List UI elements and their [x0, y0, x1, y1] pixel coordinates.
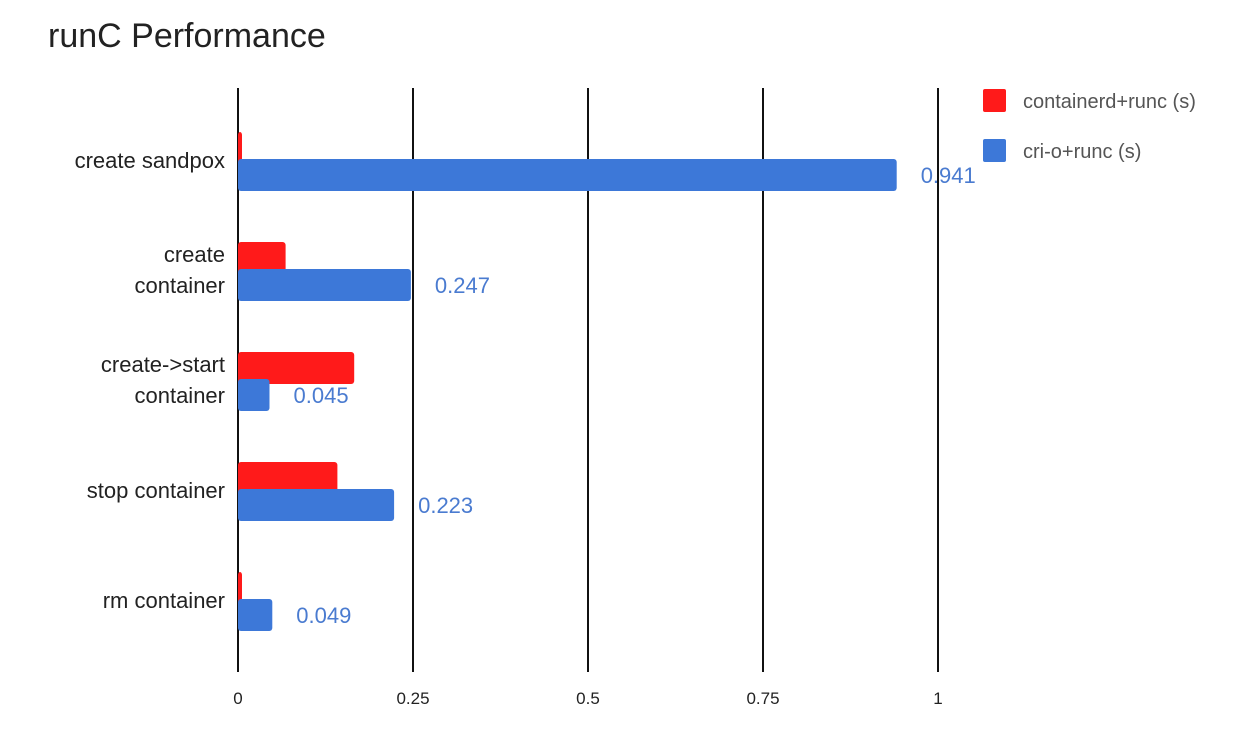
bar-containerd: [238, 462, 338, 494]
legend-swatch: [983, 89, 1006, 112]
category-label: container: [134, 383, 225, 408]
bar-containerd: [238, 352, 355, 384]
category-label: container: [134, 273, 225, 298]
bar-containerd: [238, 572, 242, 604]
x-tick-labels: 0 0.25 0.5 0.75 1: [233, 689, 942, 708]
bar-crio: [238, 269, 411, 301]
bar-crio: [238, 489, 395, 521]
bar-crio: [238, 599, 273, 631]
x-tick-label: 0.25: [396, 689, 429, 708]
x-tick-label: 0.5: [576, 689, 600, 708]
x-tick-label: 0: [233, 689, 242, 708]
bar-containerd: [238, 242, 286, 274]
bars: [238, 132, 897, 631]
data-label: 0.941: [921, 163, 976, 188]
bar-crio: [238, 159, 897, 191]
category-label: create sandpox: [75, 148, 225, 173]
data-label: 0.045: [294, 383, 349, 408]
legend-label: containerd+runc (s): [1023, 91, 1196, 113]
category-label: create: [164, 242, 225, 267]
category-label: create->start: [101, 352, 225, 377]
bar-containerd: [238, 132, 242, 164]
category-label: stop container: [87, 478, 225, 503]
data-label: 0.049: [296, 603, 351, 628]
data-labels: 0.941 0.247 0.045 0.223 0.049: [294, 163, 976, 628]
legend-label: cri-o+runc (s): [1023, 141, 1141, 163]
data-label: 0.223: [418, 493, 473, 518]
category-labels: create sandpox create container create->sta…: [75, 148, 225, 613]
chart-title: runC Performance: [48, 17, 326, 55]
x-tick-label: 0.75: [746, 689, 779, 708]
data-label: 0.247: [435, 273, 490, 298]
legend-swatch: [983, 139, 1006, 162]
legend: containerd+runc (s) cri-o+runc (s): [983, 89, 1196, 163]
bar-crio: [238, 379, 270, 411]
category-label: rm container: [103, 588, 225, 613]
x-tick-label: 1: [933, 689, 942, 708]
